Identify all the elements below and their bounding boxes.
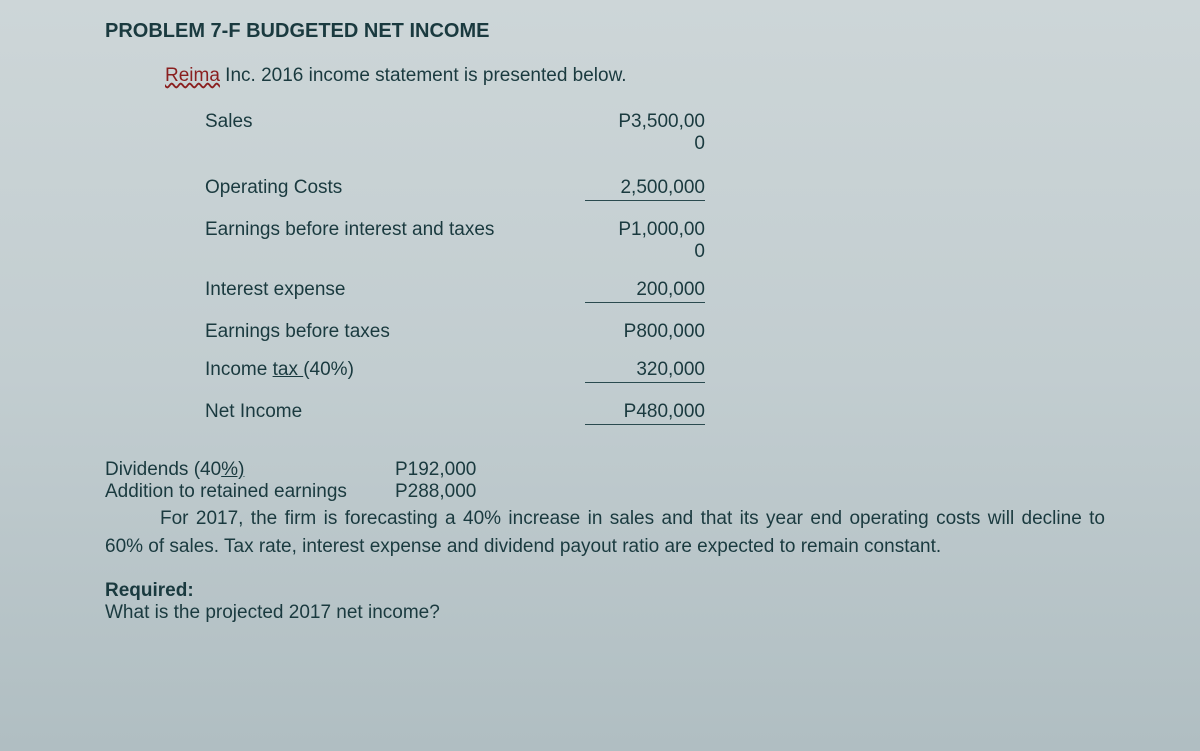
label-interest: Interest expense xyxy=(205,279,545,301)
label-tax: Income tax (40%) xyxy=(205,359,545,381)
row-net: Net Income P480,000 xyxy=(205,395,845,431)
problem-title: PROBLEM 7-F BUDGETED NET INCOME xyxy=(105,20,1105,43)
value-dividends: P192,000 xyxy=(395,459,555,481)
row-interest: Interest expense 200,000 xyxy=(205,273,845,309)
required-heading: Required: xyxy=(105,580,194,601)
label-sales: Sales xyxy=(205,111,545,133)
div-pre: Dividends (40 xyxy=(105,459,221,480)
row-dividends: Dividends (40%) P192,000 xyxy=(105,459,1105,481)
value-interest: 200,000 xyxy=(545,279,705,303)
label-opcosts: Operating Costs xyxy=(205,177,545,199)
sales-val-line1: P3,500,00 xyxy=(618,111,705,132)
value-ebt: P800,000 xyxy=(545,321,705,343)
value-opcosts: 2,500,000 xyxy=(545,177,705,201)
company-name: Reima xyxy=(165,65,220,86)
required-section: Required: What is the projected 2017 net… xyxy=(105,580,1105,624)
intro-rest: Inc. 2016 income statement is presented … xyxy=(220,65,627,86)
value-sales: P3,500,00 0 xyxy=(545,111,705,155)
row-retained: Addition to retained earnings P288,000 xyxy=(105,481,1105,503)
value-ebit: P1,000,00 0 xyxy=(545,219,705,263)
row-ebt: Earnings before taxes P800,000 xyxy=(205,315,845,349)
row-tax: Income tax (40%) 320,000 xyxy=(205,353,845,389)
ebit-val-line2: 0 xyxy=(694,241,705,262)
row-sales: Sales P3,500,00 0 xyxy=(205,105,845,161)
forecast-paragraph: For 2017, the firm is forecasting a 40% … xyxy=(105,505,1105,560)
row-opcosts: Operating Costs 2,500,000 xyxy=(205,171,845,207)
value-retained: P288,000 xyxy=(395,481,555,503)
label-ebit: Earnings before interest and taxes xyxy=(205,219,545,241)
income-statement: Sales P3,500,00 0 Operating Costs 2,500,… xyxy=(205,105,845,431)
intro-line: Reima Inc. 2016 income statement is pres… xyxy=(165,65,1105,87)
label-net: Net Income xyxy=(205,401,545,423)
value-net: P480,000 xyxy=(545,401,705,425)
value-tax: 320,000 xyxy=(545,359,705,383)
label-retained: Addition to retained earnings xyxy=(105,481,395,503)
tax-post: (40%) xyxy=(303,359,354,380)
paragraph-text: For 2017, the firm is forecasting a 40% … xyxy=(105,508,1105,557)
label-ebt: Earnings before taxes xyxy=(205,321,545,343)
sales-val-line2: 0 xyxy=(694,133,705,154)
lower-section: Dividends (40%) P192,000 Addition to ret… xyxy=(105,459,1105,560)
label-dividends: Dividends (40%) xyxy=(105,459,395,481)
tax-word: tax xyxy=(273,359,304,380)
div-pct: %) xyxy=(221,459,244,480)
tax-pre: Income xyxy=(205,359,273,380)
ebit-val-line1: P1,000,00 xyxy=(618,219,705,240)
row-ebit: Earnings before interest and taxes P1,00… xyxy=(205,213,845,269)
required-question: What is the projected 2017 net income? xyxy=(105,602,440,623)
